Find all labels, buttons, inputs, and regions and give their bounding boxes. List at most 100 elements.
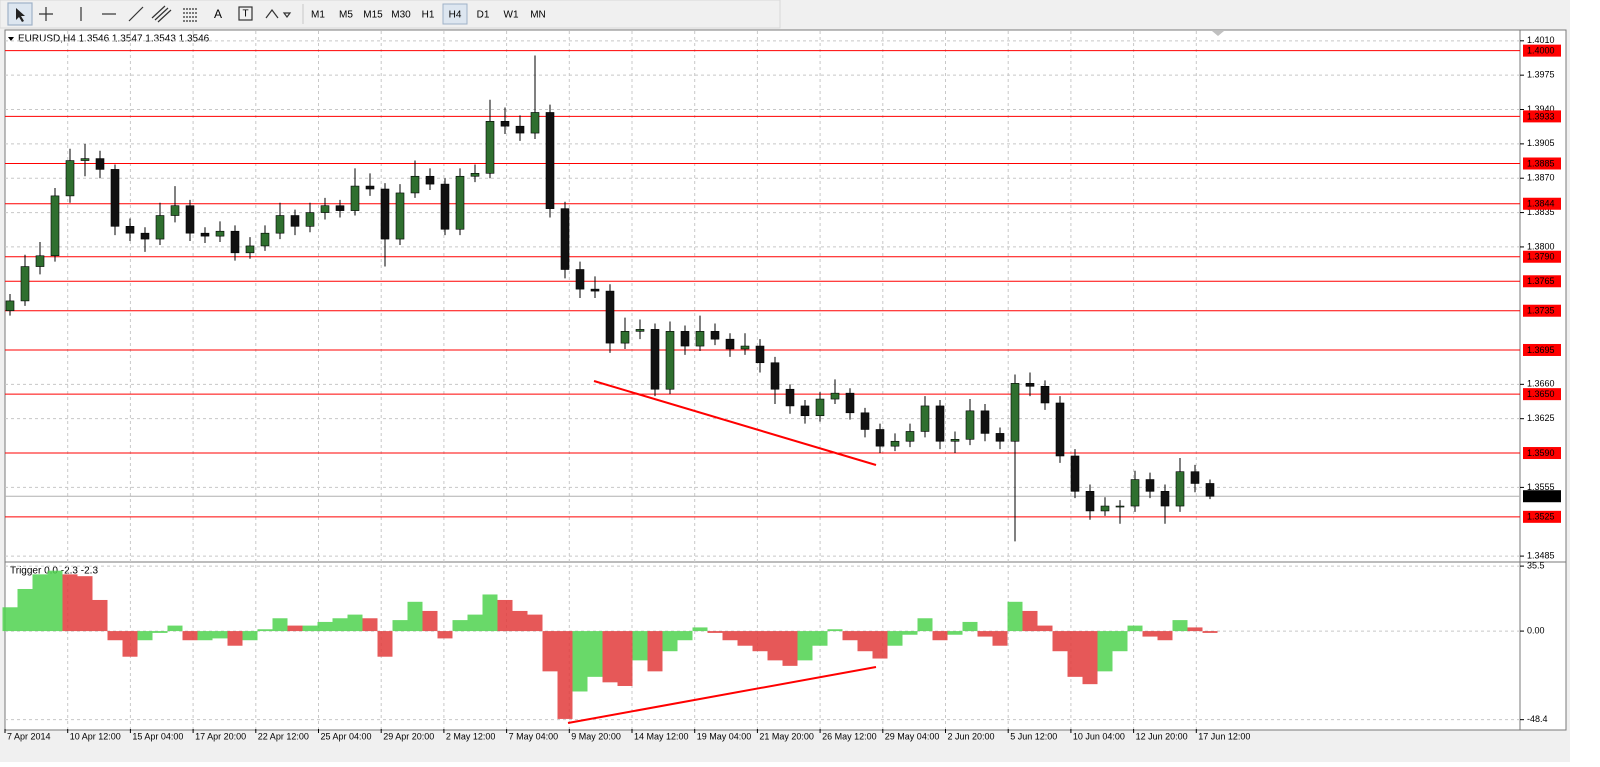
drawing-tools: A T <box>7 2 292 26</box>
candle-body <box>875 429 885 447</box>
candle-body <box>605 290 615 344</box>
histogram-bar <box>77 576 93 632</box>
candle-body <box>260 232 270 247</box>
candle-body <box>650 329 660 390</box>
x-tick-label: 14 May 12:00 <box>634 731 689 741</box>
level-label: 1.3650 <box>1527 389 1555 399</box>
histogram-bar <box>557 631 573 719</box>
histogram-bar <box>272 618 288 632</box>
trend-line <box>593 380 877 466</box>
timeframe-button[interactable]: W1 <box>504 10 519 21</box>
histogram-bar <box>572 631 588 692</box>
timeframe-button[interactable]: M15 <box>363 10 383 21</box>
candle-body <box>770 362 780 390</box>
histogram-bar <box>722 631 738 641</box>
histogram-bar <box>347 614 363 632</box>
candle-body <box>590 288 600 292</box>
histogram-bar <box>1052 631 1068 652</box>
level-label-bg <box>1523 44 1561 57</box>
candle-body <box>755 345 765 364</box>
y-tick-label: 1.3905 <box>1527 138 1555 148</box>
x-tick-label: 15 Apr 04:00 <box>132 731 183 741</box>
y-tick-label: 1.3485 <box>1527 550 1555 560</box>
level-label-bg <box>1523 388 1561 401</box>
fibo-button[interactable] <box>183 8 197 22</box>
candle-body <box>575 269 585 290</box>
candle-body <box>515 125 525 134</box>
histogram-bar <box>917 618 933 632</box>
histogram-bar <box>857 631 873 652</box>
chart-title: EURUSD,H4 1.3546 1.3547 1.3543 1.3546 <box>18 34 210 45</box>
crosshair-button[interactable] <box>39 7 53 21</box>
x-tick-label: 10 Apr 12:00 <box>70 731 121 741</box>
toolbar <box>0 0 781 29</box>
y-tick-label: 1.3555 <box>1527 482 1555 492</box>
timeframe-button[interactable]: M1 <box>311 10 325 21</box>
candle-body <box>95 158 105 170</box>
histogram-bar <box>287 625 303 632</box>
level-label: 1.3735 <box>1527 306 1555 316</box>
level-label: 1.3695 <box>1527 345 1555 355</box>
candle-body <box>245 245 255 254</box>
candle-body <box>785 388 795 407</box>
histogram-bar <box>1187 627 1203 632</box>
levels <box>5 50 1520 518</box>
x-tick-label: 2 May 12:00 <box>446 731 496 741</box>
level-label-bg <box>1523 250 1561 263</box>
histogram-bar <box>692 627 708 632</box>
histogram-bar <box>962 621 978 632</box>
histogram-bar <box>182 631 198 641</box>
candle-body <box>500 120 510 127</box>
histogram-bar <box>17 588 33 632</box>
candle-body <box>1160 491 1170 507</box>
histogram-bar <box>752 631 768 652</box>
histogram-bar <box>707 631 723 633</box>
timeframe-button[interactable]: M5 <box>339 10 353 21</box>
histogram-bar <box>1007 601 1023 632</box>
histogram-bar <box>257 629 273 632</box>
shift-marker <box>1212 31 1224 36</box>
candle-body <box>740 345 750 350</box>
histogram-bar <box>227 631 243 646</box>
timeframe-button[interactable]: H1 <box>422 10 435 21</box>
histogram-bar <box>107 631 123 641</box>
candle-body <box>380 188 390 240</box>
level-label-bg <box>1523 275 1561 288</box>
timeframe-button[interactable]: D1 <box>477 10 490 21</box>
timeframe-button[interactable]: M30 <box>391 10 411 21</box>
label-button[interactable] <box>238 6 253 21</box>
timeframe-button[interactable]: MN <box>530 10 546 21</box>
chart-window <box>4 29 1567 731</box>
y-tick-label: 35.5 <box>1527 560 1545 570</box>
text-button[interactable]: A <box>214 7 222 21</box>
trendline-button[interactable] <box>128 6 144 22</box>
level-label: 1.3765 <box>1527 276 1555 286</box>
candle-body <box>50 195 60 257</box>
x-tick-label: 22 Apr 12:00 <box>258 731 309 741</box>
histogram-bar <box>932 631 948 641</box>
timeframe-button[interactable]: H4 <box>449 10 462 21</box>
x-tick-label: 19 May 04:00 <box>697 731 752 741</box>
histogram-bar <box>632 631 648 661</box>
arrows-button[interactable] <box>265 9 292 19</box>
candle-body <box>1010 383 1020 442</box>
timeframe-active <box>442 3 468 25</box>
candle-body <box>1100 505 1110 512</box>
histogram-bar <box>92 599 108 632</box>
histogram-bar <box>812 631 828 646</box>
candle-body <box>845 392 855 414</box>
level-label: 1.3844 <box>1527 199 1555 209</box>
y-tick-label: 1.3835 <box>1527 207 1555 217</box>
histogram-bar <box>2 607 18 632</box>
x-tick-label: 2 Jun 20:00 <box>948 731 995 741</box>
candle-body <box>1025 383 1035 387</box>
candle-body <box>665 331 675 390</box>
level-label-bg <box>1523 157 1561 170</box>
histogram-bar <box>737 631 753 646</box>
histogram-bar <box>797 631 813 661</box>
histogram-bar <box>167 625 183 632</box>
channel-button[interactable] <box>151 5 172 23</box>
candle-body <box>335 205 345 211</box>
